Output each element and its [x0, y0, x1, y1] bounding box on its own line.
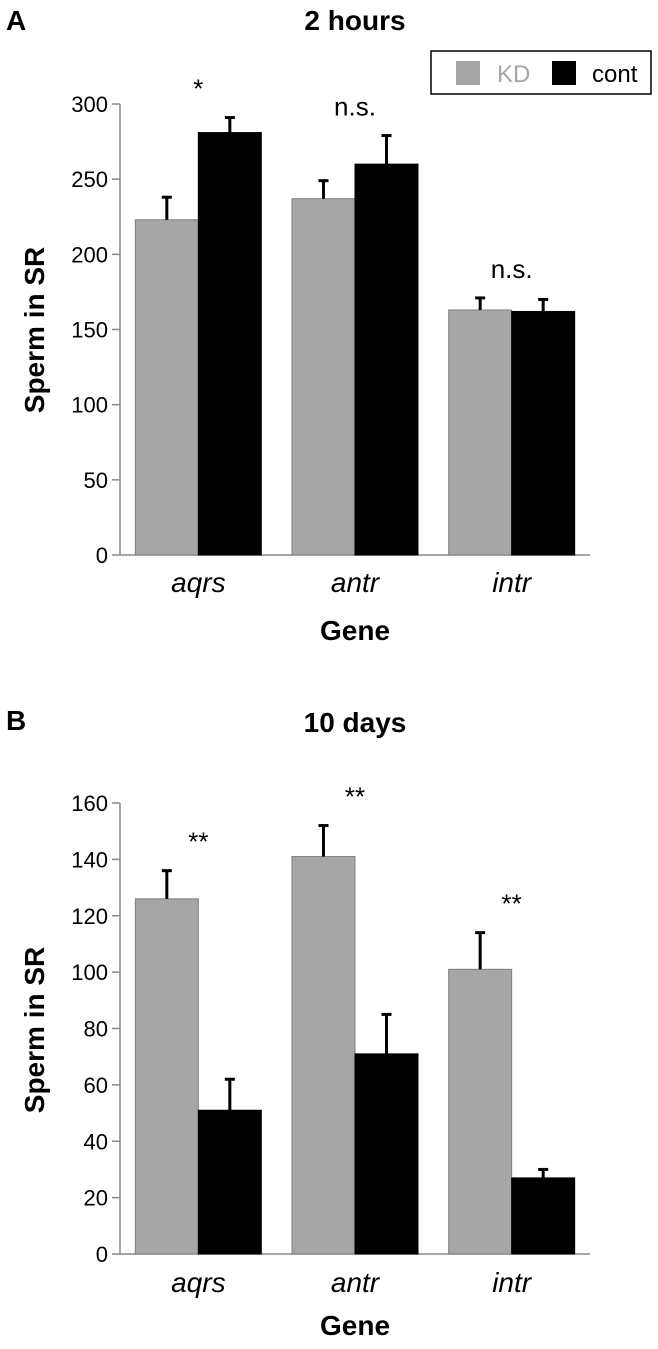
y-axis-label-a: Sperm in SR [19, 247, 50, 413]
bar-cont-aqrs [197, 132, 262, 556]
plot-area-b: 0 20 40 60 80 100 120 140 160 aqrs ** antr ** intr ** [71, 782, 590, 1298]
y-tick-label: 300 [71, 92, 108, 117]
y-tick-label: 250 [71, 167, 108, 192]
chart-title-b: 10 days [304, 707, 407, 738]
y-tick-label: 120 [71, 904, 108, 929]
x-tick-label-antr: antr [331, 567, 381, 598]
significance-label-aqrs: ** [188, 827, 208, 857]
y-tick-label: 160 [71, 791, 108, 816]
y-tick-label: 140 [71, 847, 108, 872]
significance-label-antr: n.s. [334, 92, 376, 122]
y-tick-label: 150 [71, 318, 108, 343]
bar-cont-intr [511, 310, 576, 556]
bar-cont-antr [354, 163, 419, 556]
legend-swatch-kd [456, 61, 480, 85]
panel-letter-b: B [6, 705, 26, 736]
y-tick-label: 0 [96, 1242, 108, 1267]
bar-kd-antr [291, 198, 356, 556]
y-tick-label: 50 [84, 468, 108, 493]
y-tick-label: 0 [96, 543, 108, 568]
bar-kd-intr [448, 309, 513, 556]
significance-label-intr: n.s. [491, 254, 533, 284]
chart-title-a: 2 hours [304, 5, 405, 36]
y-tick-label: 80 [84, 1017, 108, 1042]
bar-cont-intr [511, 1177, 576, 1255]
y-tick-label: 60 [84, 1073, 108, 1098]
bar-kd-intr [448, 968, 513, 1255]
y-tick-label: 100 [71, 393, 108, 418]
bar-kd-aqrs [134, 898, 199, 1255]
plot-area-a: 0 50 100 150 200 250 300 aqrs * antr n.s. intr n.s. [71, 74, 590, 598]
x-axis-label-b: Gene [320, 1310, 390, 1341]
significance-label-aqrs: * [193, 74, 203, 104]
x-tick-label-antr: antr [331, 1267, 381, 1298]
bar-cont-antr [354, 1053, 419, 1255]
bar-cont-aqrs [197, 1109, 262, 1255]
x-tick-label-aqrs: aqrs [171, 1267, 225, 1298]
legend-label-cont: cont [592, 61, 638, 88]
legend-swatch-cont [552, 61, 576, 85]
y-tick-label: 100 [71, 960, 108, 985]
y-axis-label-b: Sperm in SR [19, 947, 50, 1113]
legend: KD cont [430, 50, 652, 95]
significance-label-intr: ** [502, 889, 522, 919]
x-tick-label-intr: intr [492, 567, 533, 598]
bar-kd-aqrs [134, 219, 199, 556]
x-axis-label-a: Gene [320, 615, 390, 646]
legend-label-kd: KD [497, 61, 530, 88]
x-tick-label-intr: intr [492, 1267, 533, 1298]
panel-letter-a: A [6, 5, 26, 36]
significance-label-antr: ** [345, 782, 365, 812]
y-tick-label: 40 [84, 1129, 108, 1154]
x-tick-label-aqrs: aqrs [171, 567, 225, 598]
y-tick-label: 200 [71, 242, 108, 267]
bar-kd-antr [291, 856, 356, 1255]
y-tick-label: 20 [84, 1186, 108, 1211]
